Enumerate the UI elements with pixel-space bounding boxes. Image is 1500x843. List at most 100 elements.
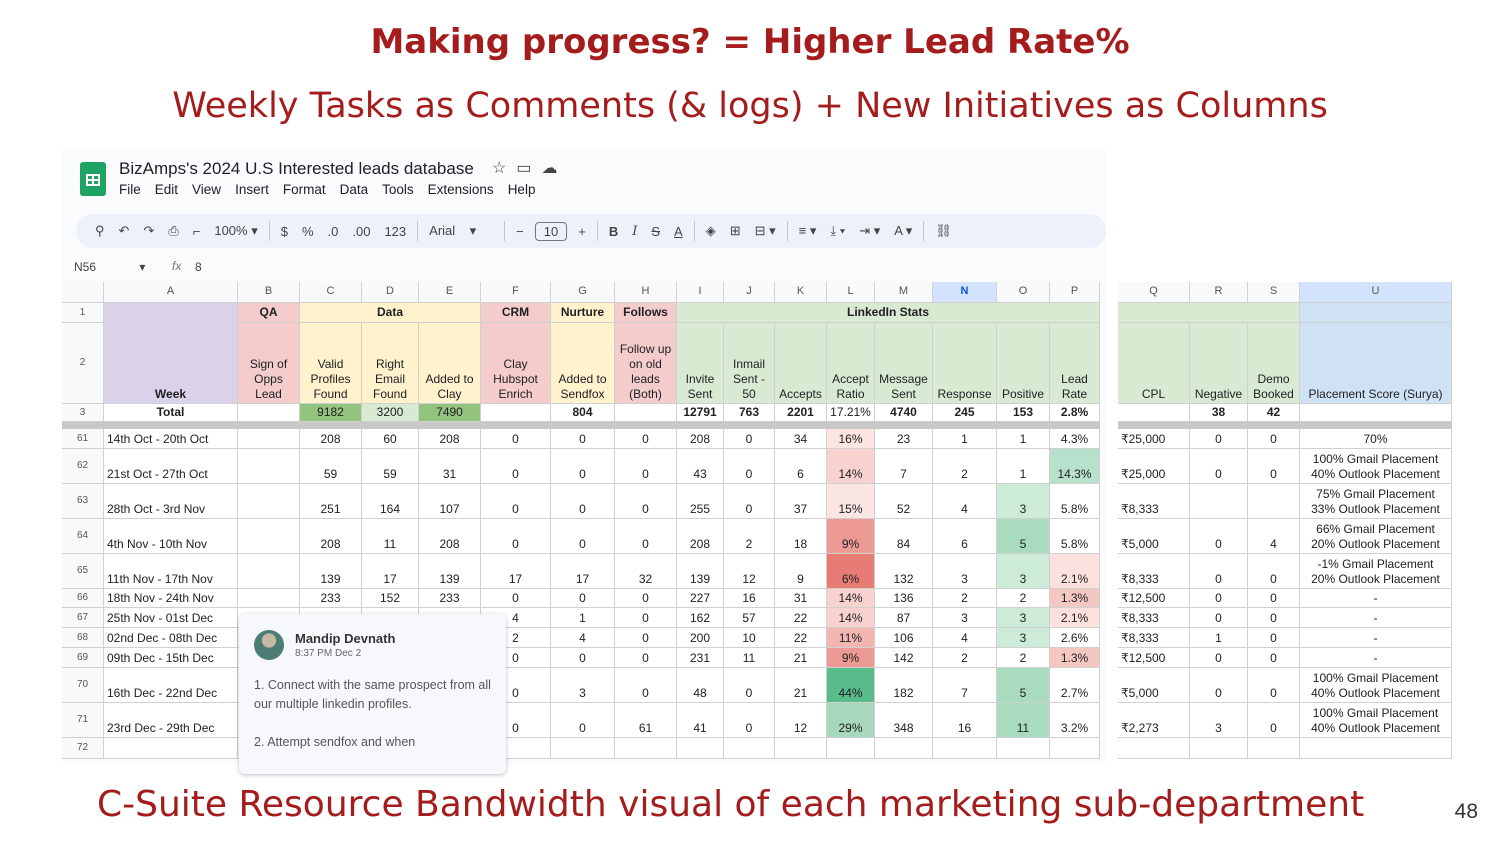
table-cell[interactable] — [1118, 738, 1190, 759]
table-cell[interactable]: 9% — [827, 519, 875, 554]
total-cell[interactable]: 7490 — [419, 404, 481, 422]
row-header[interactable]: 61 — [62, 429, 104, 449]
sheets-logo-icon[interactable] — [80, 162, 106, 196]
table-cell[interactable]: 6 — [775, 449, 827, 484]
frozen-rows-divider[interactable] — [62, 422, 1100, 429]
table-cell[interactable]: - — [1300, 589, 1452, 608]
table-cell[interactable]: 3 — [551, 668, 615, 703]
vertical-align-icon[interactable]: ⤓ ▾ — [830, 223, 846, 238]
table-cell[interactable] — [1190, 484, 1248, 519]
column-label[interactable]: Right Email Found — [362, 323, 419, 404]
name-box[interactable]: N56 ▾ — [74, 260, 146, 274]
table-cell[interactable]: 09th Dec - 15th Dec — [104, 648, 238, 668]
table-cell[interactable]: 66% Gmail Placement 20% Outlook Placemen… — [1300, 519, 1452, 554]
column-header-d[interactable]: D — [362, 282, 419, 303]
column-label[interactable]: Negative — [1190, 323, 1248, 404]
column-header-c[interactable]: C — [300, 282, 362, 303]
table-cell[interactable] — [933, 738, 997, 759]
bold-button[interactable]: B — [608, 223, 619, 239]
table-cell[interactable]: 208 — [677, 519, 724, 554]
table-cell[interactable]: 231 — [677, 648, 724, 668]
column-label[interactable]: Week — [104, 303, 238, 404]
fill-color-icon[interactable]: ◈ — [705, 223, 716, 238]
table-cell[interactable]: 0 — [481, 449, 551, 484]
table-cell[interactable]: 5 — [997, 668, 1050, 703]
total-cell[interactable]: 804 — [551, 404, 615, 422]
column-label[interactable]: Accepts — [775, 323, 827, 404]
column-header-u[interactable]: U — [1300, 282, 1452, 303]
column-header-f[interactable]: F — [481, 282, 551, 303]
text-color-button[interactable]: A — [674, 223, 683, 239]
table-cell[interactable]: 136 — [875, 589, 933, 608]
row-header[interactable]: 70 — [62, 668, 104, 703]
table-cell[interactable]: 100% Gmail Placement 40% Outlook Placeme… — [1300, 703, 1452, 738]
table-cell[interactable]: 84 — [875, 519, 933, 554]
table-cell[interactable]: ₹8,333 — [1118, 484, 1190, 519]
total-cell[interactable]: 763 — [724, 404, 775, 422]
table-cell[interactable] — [1248, 738, 1300, 759]
formula-input[interactable]: 8 — [195, 260, 202, 274]
row-header[interactable]: 64 — [62, 519, 104, 554]
table-cell[interactable]: 21 — [775, 648, 827, 668]
table-cell[interactable]: 0 — [1248, 668, 1300, 703]
table-cell[interactable]: 208 — [677, 429, 724, 449]
table-cell[interactable]: 0 — [1190, 449, 1248, 484]
table-cell[interactable]: 48 — [677, 668, 724, 703]
table-cell[interactable]: 34 — [775, 429, 827, 449]
table-cell[interactable]: 9 — [775, 554, 827, 589]
table-cell[interactable]: 2 — [997, 589, 1050, 608]
table-cell[interactable]: 4 — [933, 628, 997, 648]
table-cell[interactable]: 0 — [551, 648, 615, 668]
table-cell[interactable]: 2 — [997, 648, 1050, 668]
redo-icon[interactable]: ↷ — [143, 223, 155, 238]
table-cell[interactable]: 0 — [615, 449, 677, 484]
row-header[interactable]: 68 — [62, 628, 104, 648]
table-cell[interactable]: 0 — [1190, 668, 1248, 703]
table-cell[interactable]: ₹25,000 — [1118, 429, 1190, 449]
menu-item-help[interactable]: Help — [507, 182, 536, 197]
table-cell[interactable]: 5.8% — [1050, 484, 1100, 519]
menu-item-insert[interactable]: Insert — [235, 182, 269, 197]
column-label[interactable]: Response — [933, 323, 997, 404]
table-cell[interactable]: 0 — [615, 668, 677, 703]
table-cell[interactable]: 0 — [551, 484, 615, 519]
table-cell[interactable]: 348 — [875, 703, 933, 738]
percent-format-button[interactable]: % — [301, 223, 314, 239]
table-cell[interactable]: 0 — [1190, 608, 1248, 628]
table-cell[interactable]: 0 — [1190, 648, 1248, 668]
column-label[interactable]: Valid Profiles Found — [300, 323, 362, 404]
column-header-s[interactable]: S — [1248, 282, 1300, 303]
table-cell[interactable]: 1 — [997, 429, 1050, 449]
table-cell[interactable]: 7 — [875, 449, 933, 484]
table-cell[interactable]: 61 — [615, 703, 677, 738]
font-select[interactable]: Arial ▾ — [429, 223, 477, 238]
table-cell[interactable]: 1 — [1190, 628, 1248, 648]
column-header-n[interactable]: N — [933, 282, 997, 303]
star-icon[interactable]: ☆ — [492, 160, 517, 177]
table-cell[interactable]: 233 — [419, 589, 481, 608]
table-cell[interactable]: 2 — [933, 449, 997, 484]
table-cell[interactable]: 7 — [933, 668, 997, 703]
table-cell[interactable]: 0 — [1248, 628, 1300, 648]
table-cell[interactable]: 164 — [362, 484, 419, 519]
column-label[interactable]: Follow up on old leads (Both) — [615, 323, 677, 404]
table-cell[interactable]: 0 — [1248, 589, 1300, 608]
table-cell[interactable]: 2 — [933, 589, 997, 608]
table-cell[interactable]: 139 — [300, 554, 362, 589]
total-cell[interactable] — [238, 404, 300, 422]
table-cell[interactable]: 4.3% — [1050, 429, 1100, 449]
group-header[interactable] — [1118, 303, 1300, 323]
table-cell[interactable]: 23rd Dec - 29th Dec — [104, 703, 238, 738]
row-header[interactable]: 3 — [62, 404, 104, 422]
table-cell[interactable]: - — [1300, 608, 1452, 628]
table-cell[interactable] — [238, 449, 300, 484]
table-cell[interactable] — [724, 738, 775, 759]
table-cell[interactable]: 142 — [875, 648, 933, 668]
table-cell[interactable]: 14th Oct - 20th Oct — [104, 429, 238, 449]
table-cell[interactable]: 14% — [827, 589, 875, 608]
table-cell[interactable]: 11 — [997, 703, 1050, 738]
table-cell[interactable]: ₹8,333 — [1118, 554, 1190, 589]
column-label[interactable]: Invite Sent — [677, 323, 724, 404]
menu-item-view[interactable]: View — [192, 182, 222, 197]
table-cell[interactable]: 0 — [615, 429, 677, 449]
